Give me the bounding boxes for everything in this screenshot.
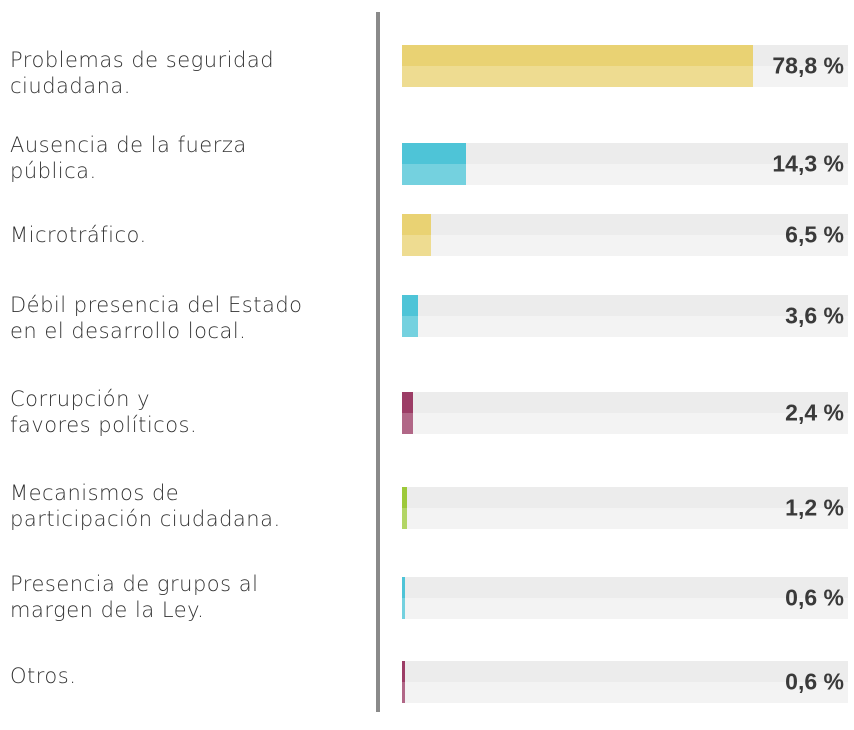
value-label: 0,6 %	[785, 584, 844, 611]
value-label: 0,6 %	[785, 668, 844, 695]
bar-track	[402, 661, 848, 703]
bar	[402, 143, 466, 185]
divider	[376, 12, 380, 712]
bar	[402, 214, 431, 256]
category-label: Corrupción y favores políticos.	[10, 387, 198, 437]
value-label: 1,2 %	[785, 494, 844, 521]
bar-track	[402, 487, 848, 529]
bar	[402, 45, 754, 87]
value-label: 3,6 %	[785, 302, 844, 329]
bar	[402, 487, 408, 529]
bar-track	[402, 214, 848, 256]
value-label: 2,4 %	[785, 399, 844, 426]
category-label: Microtráfico.	[10, 223, 147, 247]
category-label: Débil presencia del Estado en el desarro…	[10, 293, 303, 343]
bar	[402, 661, 405, 703]
bar	[402, 295, 419, 337]
bar	[402, 392, 413, 434]
category-label: Presencia de grupos al margen de la Ley.	[10, 572, 259, 622]
bar-track	[402, 577, 848, 619]
category-label: Mecanismos de participación ciudadana.	[10, 481, 281, 531]
category-label: Problemas de seguridad ciudadana.	[10, 48, 275, 98]
category-label: Ausencia de la fuerza pública.	[10, 133, 247, 183]
value-label: 6,5 %	[785, 221, 844, 248]
value-label: 78,8 %	[772, 52, 844, 79]
bar-track	[402, 295, 848, 337]
bar-track	[402, 392, 848, 434]
bar-track	[402, 143, 848, 185]
bar	[402, 577, 405, 619]
value-label: 14,3 %	[772, 150, 844, 177]
category-label: Otros.	[10, 664, 77, 688]
